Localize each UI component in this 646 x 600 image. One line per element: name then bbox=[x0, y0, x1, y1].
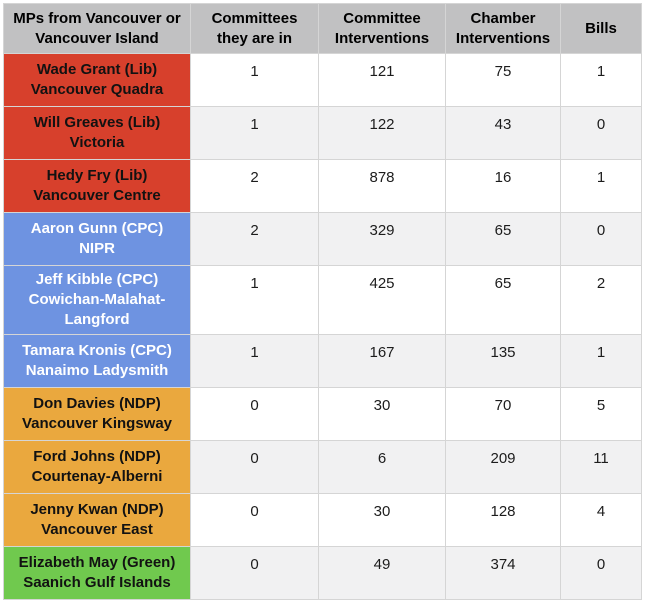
mp-riding: Vancouver Centre bbox=[33, 187, 161, 204]
committees-cell: 2 bbox=[190, 159, 319, 213]
committee-interventions-cell: 425 bbox=[318, 265, 446, 335]
chamber-interventions-cell: 70 bbox=[445, 387, 561, 441]
committees-cell: 0 bbox=[190, 546, 319, 600]
bills-cell: 2 bbox=[560, 265, 642, 335]
committee-interventions-cell: 121 bbox=[318, 53, 446, 107]
chamber-interventions-cell: 128 bbox=[445, 493, 561, 547]
table-row: Jenny Kwan (NDP) Vancouver East 0 30 128… bbox=[3, 493, 642, 547]
mp-name-cell: Ford Johns (NDP) Courtenay-Alberni bbox=[3, 440, 191, 494]
chamber-interventions-cell: 374 bbox=[445, 546, 561, 600]
mp-stats-table: MPs from Vancouver or Vancouver Island C… bbox=[3, 3, 642, 600]
mp-name: Aaron Gunn (CPC) bbox=[30, 220, 164, 237]
table-row: Aaron Gunn (CPC) NIPR 2 329 65 0 bbox=[3, 212, 642, 266]
mp-name: Will Greaves (Lib) bbox=[33, 114, 161, 131]
table-row: Elizabeth May (Green) Saanich Gulf Islan… bbox=[3, 546, 642, 600]
committees-cell: 1 bbox=[190, 265, 319, 335]
committees-cell: 2 bbox=[190, 212, 319, 266]
committees-cell: 1 bbox=[190, 106, 319, 160]
table-header: MPs from Vancouver or Vancouver Island C… bbox=[3, 3, 642, 54]
mp-name-cell: Aaron Gunn (CPC) NIPR bbox=[3, 212, 191, 266]
mp-name: Don Davies (NDP) bbox=[33, 395, 161, 412]
bills-cell: 1 bbox=[560, 53, 642, 107]
bills-cell: 1 bbox=[560, 334, 642, 388]
chamber-interventions-cell: 75 bbox=[445, 53, 561, 107]
mp-name-cell: Don Davies (NDP) Vancouver Kingsway bbox=[3, 387, 191, 441]
mp-name: Hedy Fry (Lib) bbox=[46, 167, 148, 184]
mp-name: Wade Grant (Lib) bbox=[36, 61, 158, 78]
chamber-interventions-cell: 65 bbox=[445, 212, 561, 266]
bills-cell: 4 bbox=[560, 493, 642, 547]
table-row: Will Greaves (Lib) Victoria 1 122 43 0 bbox=[3, 106, 642, 160]
committees-cell: 0 bbox=[190, 440, 319, 494]
mp-name-cell: Tamara Kronis (CPC) Nanaimo Ladysmith bbox=[3, 334, 191, 388]
table-row: Don Davies (NDP) Vancouver Kingsway 0 30… bbox=[3, 387, 642, 441]
mp-name: Jenny Kwan (NDP) bbox=[30, 501, 164, 518]
committees-cell: 0 bbox=[190, 493, 319, 547]
table-row: Ford Johns (NDP) Courtenay-Alberni 0 6 2… bbox=[3, 440, 642, 494]
committees-cell: 0 bbox=[190, 387, 319, 441]
bills-cell: 0 bbox=[560, 546, 642, 600]
mp-riding: Nanaimo Ladysmith bbox=[25, 362, 169, 379]
column-header-bills-label: Bills bbox=[585, 19, 617, 37]
bills-cell: 0 bbox=[560, 106, 642, 160]
header-row: MPs from Vancouver or Vancouver Island C… bbox=[3, 3, 642, 54]
column-header-chamber-interventions: Chamber Interventions bbox=[445, 3, 561, 54]
committee-interventions-cell: 6 bbox=[318, 440, 446, 494]
mp-name: Jeff Kibble (CPC) bbox=[35, 271, 159, 288]
column-header-bills: Bills bbox=[560, 3, 642, 54]
chamber-interventions-cell: 135 bbox=[445, 334, 561, 388]
committee-interventions-cell: 167 bbox=[318, 334, 446, 388]
mp-riding: Vancouver East bbox=[41, 521, 153, 538]
bills-cell: 11 bbox=[560, 440, 642, 494]
mp-riding: Vancouver Kingsway bbox=[21, 415, 173, 432]
mp-stats-sheet: MPs from Vancouver or Vancouver Island C… bbox=[3, 3, 642, 600]
table-row: Wade Grant (Lib) Vancouver Quadra 1 121 … bbox=[3, 53, 642, 107]
column-header-mps-label: MPs from Vancouver or Vancouver Island bbox=[13, 9, 181, 47]
committee-interventions-cell: 329 bbox=[318, 212, 446, 266]
committees-cell: 1 bbox=[190, 334, 319, 388]
column-header-committee-interventions: Committee Interventions bbox=[318, 3, 446, 54]
mp-riding: NIPR bbox=[79, 240, 115, 257]
mp-riding: Courtenay-Alberni bbox=[31, 468, 163, 485]
table-row: Jeff Kibble (CPC) Cowichan-Malahat-Langf… bbox=[3, 265, 642, 335]
mp-riding: Cowichan-Malahat-Langford bbox=[28, 291, 166, 328]
committee-interventions-cell: 30 bbox=[318, 493, 446, 547]
committee-interventions-cell: 878 bbox=[318, 159, 446, 213]
mp-riding: Vancouver Quadra bbox=[30, 81, 164, 98]
bills-cell: 0 bbox=[560, 212, 642, 266]
mp-name-cell: Elizabeth May (Green) Saanich Gulf Islan… bbox=[3, 546, 191, 600]
mp-name-cell: Jeff Kibble (CPC) Cowichan-Malahat-Langf… bbox=[3, 265, 191, 335]
committee-interventions-cell: 49 bbox=[318, 546, 446, 600]
chamber-interventions-cell: 16 bbox=[445, 159, 561, 213]
column-header-chamber-interventions-label: Chamber Interventions bbox=[455, 9, 551, 47]
column-header-committee-interventions-label: Committee Interventions bbox=[334, 9, 430, 47]
mp-name: Ford Johns (NDP) bbox=[33, 448, 161, 465]
column-header-committees: Committees they are in bbox=[190, 3, 319, 54]
mp-name-cell: Hedy Fry (Lib) Vancouver Centre bbox=[3, 159, 191, 213]
mp-riding: Saanich Gulf Islands bbox=[23, 574, 171, 591]
bills-cell: 1 bbox=[560, 159, 642, 213]
chamber-interventions-cell: 65 bbox=[445, 265, 561, 335]
mp-name: Tamara Kronis (CPC) bbox=[22, 342, 172, 359]
column-header-committees-label: Committees they are in bbox=[211, 9, 298, 47]
committees-cell: 1 bbox=[190, 53, 319, 107]
committee-interventions-cell: 30 bbox=[318, 387, 446, 441]
mp-name-cell: Wade Grant (Lib) Vancouver Quadra bbox=[3, 53, 191, 107]
column-header-mps: MPs from Vancouver or Vancouver Island bbox=[3, 3, 191, 54]
mp-riding: Victoria bbox=[69, 134, 125, 151]
chamber-interventions-cell: 209 bbox=[445, 440, 561, 494]
mp-name: Elizabeth May (Green) bbox=[18, 554, 176, 571]
mp-name-cell: Jenny Kwan (NDP) Vancouver East bbox=[3, 493, 191, 547]
mp-name-cell: Will Greaves (Lib) Victoria bbox=[3, 106, 191, 160]
table-row: Tamara Kronis (CPC) Nanaimo Ladysmith 1 … bbox=[3, 334, 642, 388]
bills-cell: 5 bbox=[560, 387, 642, 441]
committee-interventions-cell: 122 bbox=[318, 106, 446, 160]
chamber-interventions-cell: 43 bbox=[445, 106, 561, 160]
table-row: Hedy Fry (Lib) Vancouver Centre 2 878 16… bbox=[3, 159, 642, 213]
table-body: Wade Grant (Lib) Vancouver Quadra 1 121 … bbox=[3, 53, 642, 600]
